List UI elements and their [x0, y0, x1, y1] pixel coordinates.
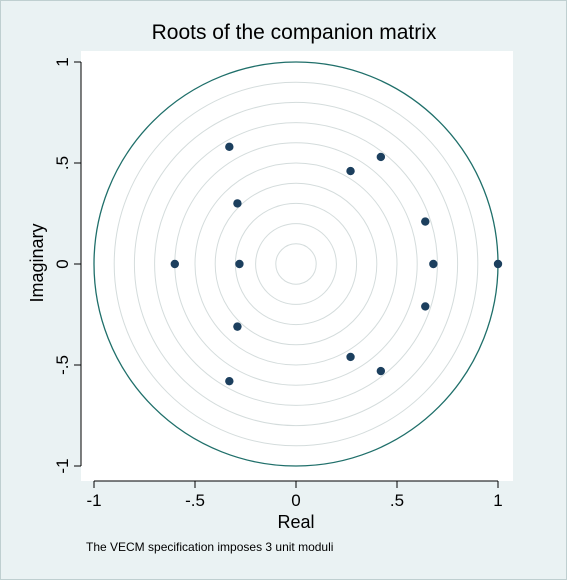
y-tick-label: 0 [53, 259, 72, 268]
root-point [233, 199, 242, 208]
root-point [429, 259, 438, 269]
root-point [346, 352, 355, 362]
y-tick-label: 1 [53, 57, 72, 66]
grid-circle [113, 81, 479, 447]
footnote: The VECM specification imposes 3 unit mo… [86, 540, 333, 554]
root-point [233, 322, 242, 331]
grid-circle [133, 101, 459, 427]
plot-area [81, 51, 513, 481]
x-axis-label: Real [277, 512, 314, 532]
root-point [376, 152, 386, 162]
y-tick-label: .5 [53, 156, 72, 170]
roots-series [170, 142, 503, 386]
grid-circle [214, 182, 378, 346]
y-axis-ticks: -1 -.5 0 .5 1 [53, 57, 81, 474]
x-tick-label: 1 [493, 491, 502, 510]
root-point [421, 217, 430, 226]
grid-circle [255, 223, 337, 305]
y-axis-label: Imaginary [27, 223, 47, 302]
chart-title: Roots of the companion matrix [152, 21, 437, 44]
x-axis-ticks: -1 -.5 0 .5 1 [86, 481, 503, 510]
x-tick-label: -.5 [185, 491, 205, 510]
y-tick-label: -1 [53, 458, 72, 473]
grid-circle [275, 243, 317, 285]
root-point [225, 376, 234, 386]
x-tick-label: -1 [86, 491, 101, 510]
y-tick-label: -.5 [53, 355, 72, 375]
root-point [421, 302, 430, 311]
root-point [225, 142, 234, 152]
root-point [346, 166, 355, 176]
root-point [235, 259, 244, 269]
root-point [493, 259, 503, 269]
x-tick-label: .5 [390, 491, 404, 510]
root-point [376, 366, 386, 376]
x-tick-label: 0 [291, 491, 300, 510]
root-point [170, 259, 179, 269]
grid-circle [194, 162, 398, 366]
